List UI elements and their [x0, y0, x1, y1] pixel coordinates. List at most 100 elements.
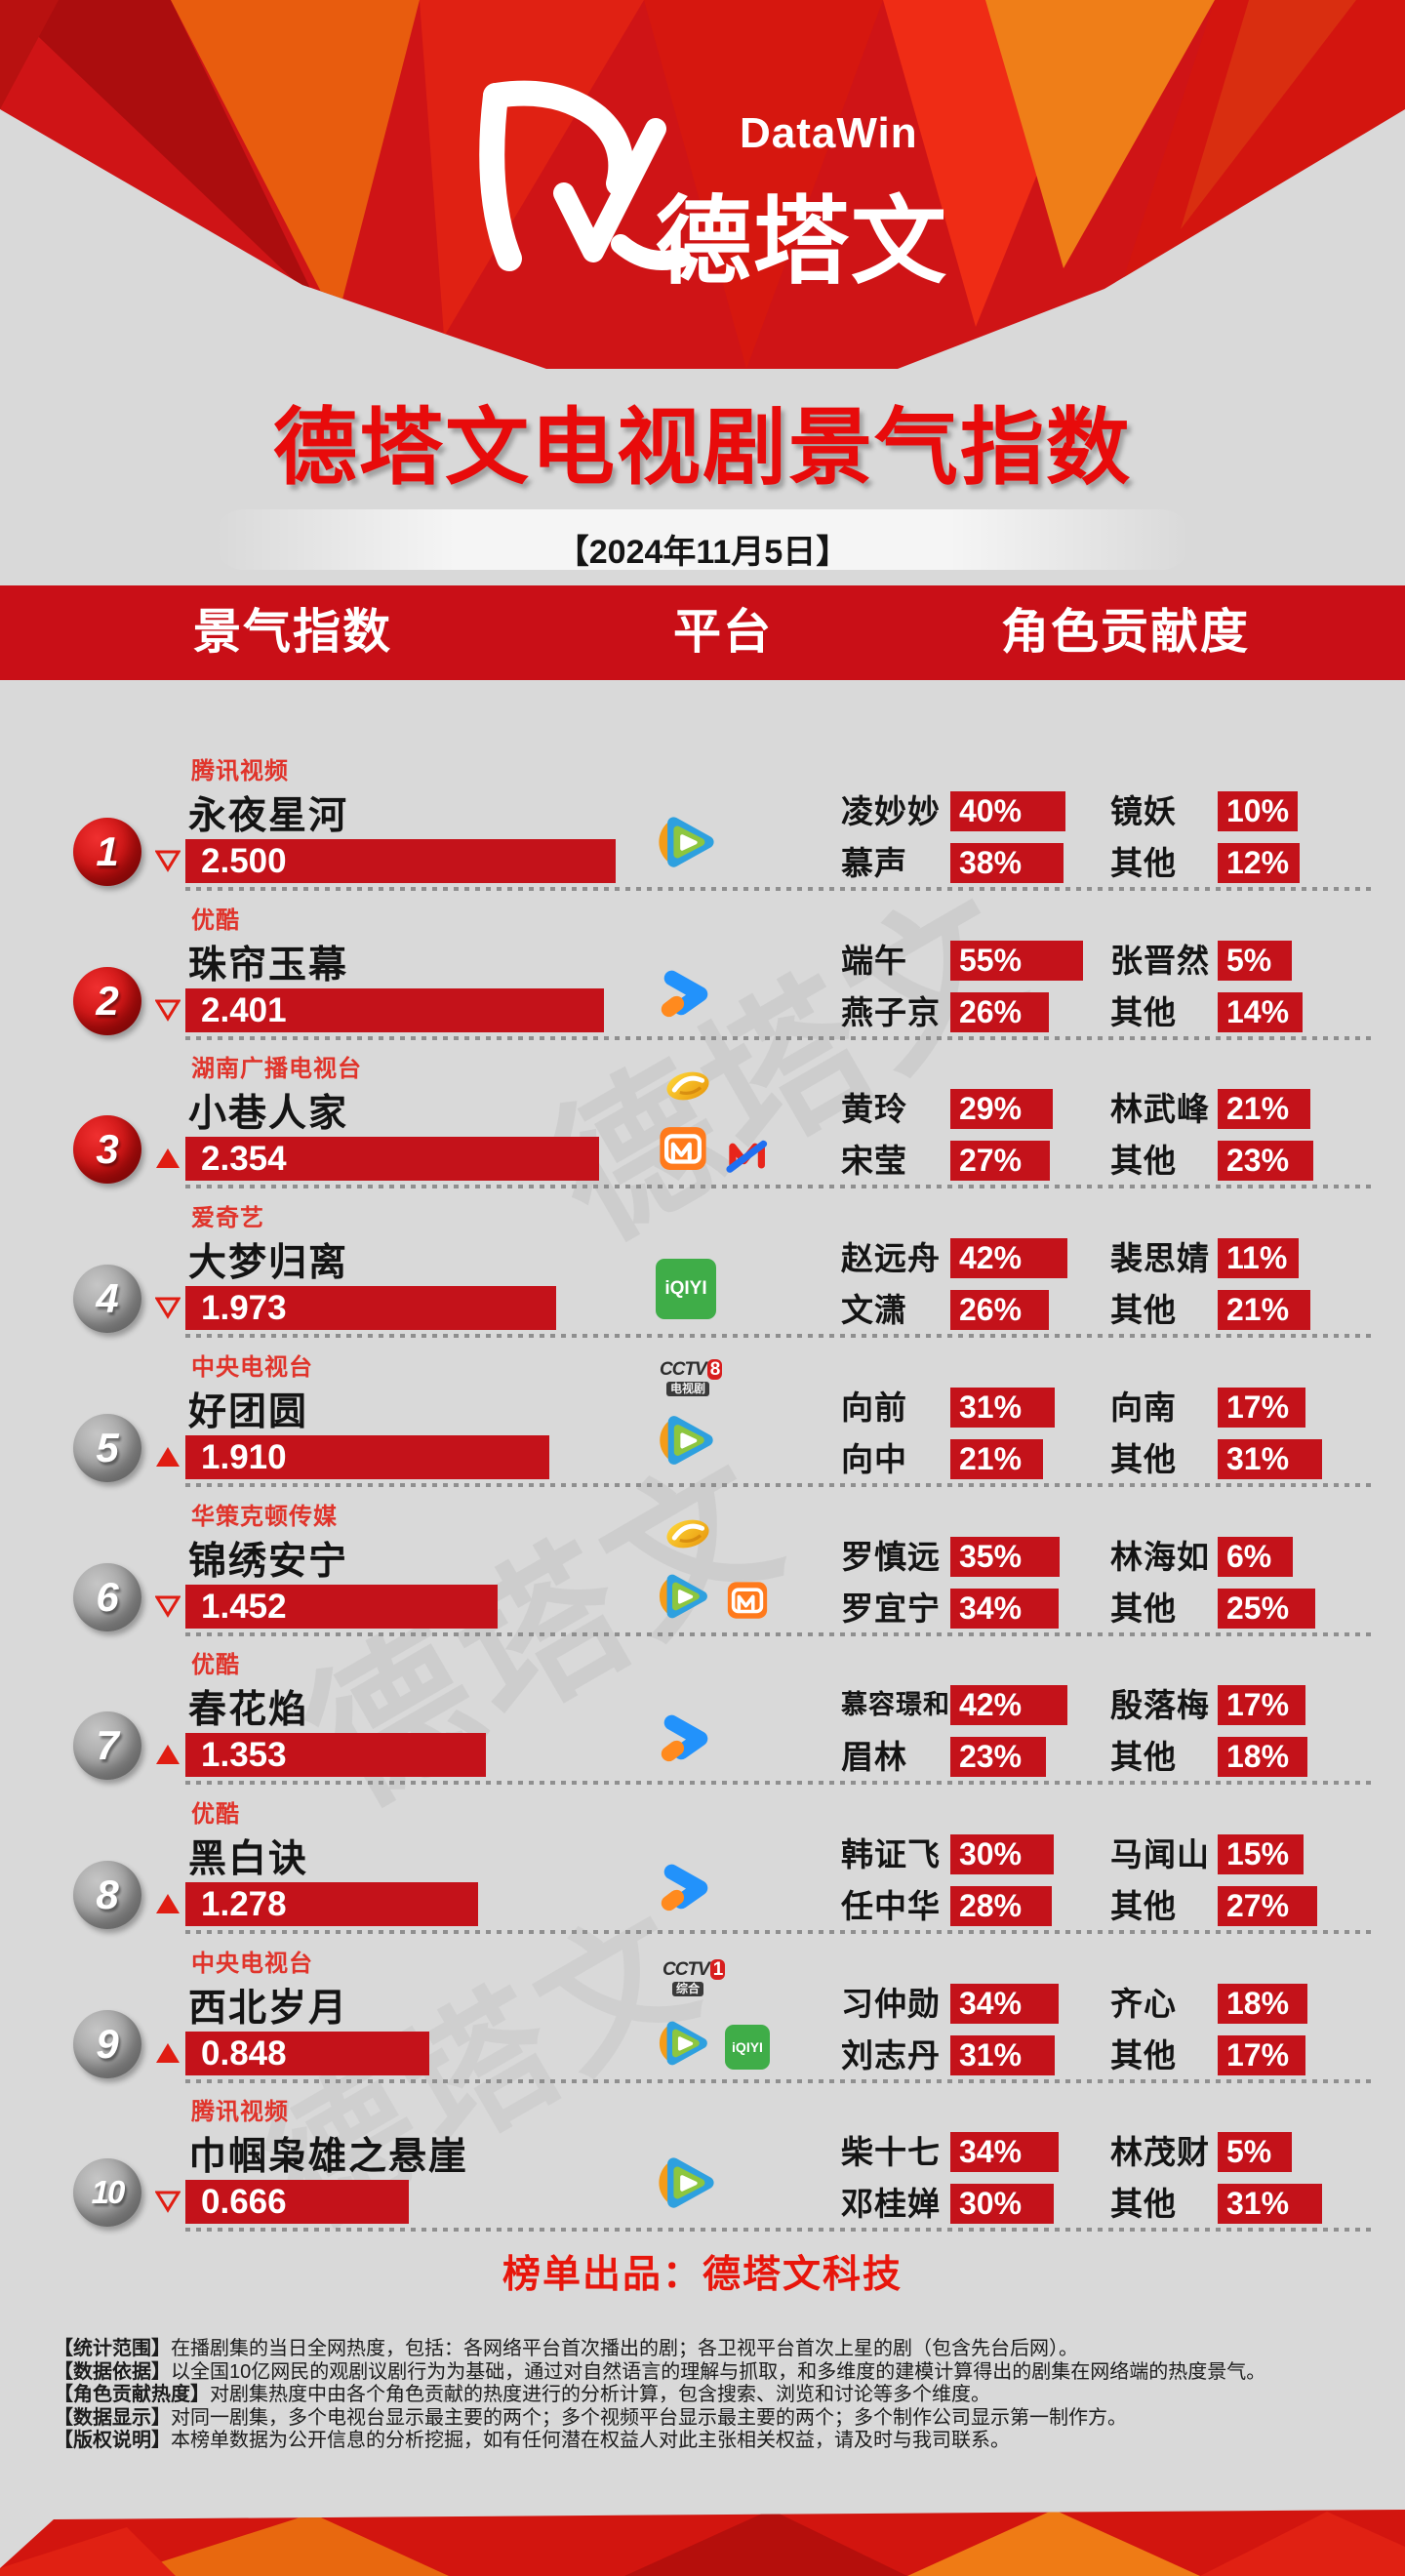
index-bar: 2.401 — [185, 988, 604, 1032]
role-name: 罗慎远 — [841, 1539, 941, 1575]
role-percent: 5% — [1226, 943, 1272, 978]
channel-label: 华策克顿传媒 — [191, 1504, 338, 1530]
role-contribution-bar: 42% — [950, 1238, 1067, 1278]
role-name: 燕子京 — [841, 994, 941, 1030]
role-percent: 21% — [1226, 1292, 1290, 1327]
ranking-row: 1 腾讯视频 永夜星河 2.500 凌妙妙 40% 镜妖 10% 慕声 38% 其他 12% — [0, 742, 1405, 891]
role-name: 齐心 — [1110, 1986, 1177, 2022]
index-value: 1.452 — [201, 1588, 287, 1626]
mgtv-icon — [657, 1122, 709, 1175]
channel-label: 湖南广播电视台 — [191, 1056, 362, 1082]
bottom-banner-graphic — [0, 2510, 1405, 2576]
role-name: 向中 — [841, 1441, 907, 1477]
rank-badge: 4 — [73, 1265, 141, 1333]
role-contribution-bar: 21% — [1218, 1290, 1310, 1330]
rank-badge: 7 — [73, 1711, 141, 1780]
drama-title: 黑白诀 — [188, 1838, 309, 1880]
row-separator — [185, 1036, 1372, 1040]
mgtv-icon — [725, 1578, 770, 1623]
channel-label: 爱奇艺 — [191, 1205, 264, 1231]
role-contribution-bar: 14% — [1218, 992, 1303, 1032]
trend-up-icon — [155, 1147, 181, 1170]
index-value: 2.354 — [201, 1140, 287, 1178]
role-percent: 12% — [1226, 845, 1290, 880]
tencent-video-icon — [657, 1411, 715, 1469]
channel-label: 优酷 — [191, 1801, 240, 1828]
role-percent: 30% — [959, 1836, 1023, 1872]
footnote-line: 【版权说明】本榜单数据为公开信息的分析挖掘，如有任何潜在权益人对此主张相关权益，… — [54, 2424, 1390, 2452]
brand-name-en: DataWin — [740, 109, 918, 157]
index-bar: 1.353 — [185, 1733, 486, 1777]
ranking-row: 9 中央电视台 西北岁月 0.848 CCTV 1 综合 iQIYI 习仲勋 34% 齐心 18% 刘… — [0, 1934, 1405, 2083]
role-percent: 23% — [1226, 1143, 1290, 1178]
role-contribution-bar: 31% — [950, 1388, 1055, 1428]
role-contribution-bar: 23% — [1218, 1141, 1313, 1181]
role-name: 向前 — [841, 1389, 907, 1426]
role-percent: 31% — [1226, 1441, 1290, 1476]
ranking-row: 5 中央电视台 好团圆 1.910 CCTV 8 电视剧 向前 31% 向南 17% 向中 21% 其他… — [0, 1338, 1405, 1487]
ranking-row: 7 优酷 春花焰 1.353 慕容璟和 42% 殷落梅 17% 眉林 23% 其他 18% — [0, 1635, 1405, 1785]
date-highlight-strip — [215, 509, 1190, 570]
role-contribution-bar: 6% — [1218, 1537, 1293, 1577]
role-percent: 18% — [1226, 1739, 1290, 1774]
role-percent: 21% — [959, 1441, 1023, 1476]
datawin-logo-icon — [479, 80, 691, 271]
role-contribution-bar: 26% — [950, 992, 1049, 1032]
role-percent: 34% — [959, 1590, 1023, 1626]
role-percent: 10% — [1226, 793, 1290, 828]
index-value: 1.353 — [201, 1736, 287, 1774]
role-contribution-bar: 5% — [1218, 941, 1292, 981]
role-percent: 21% — [1226, 1091, 1290, 1126]
trend-up-icon — [155, 1445, 181, 1469]
row-separator — [185, 1483, 1372, 1487]
index-bar: 1.910 — [185, 1435, 549, 1479]
list-producer-note: 榜单出品：德塔文科技 — [502, 2254, 903, 2296]
tencent-video-icon — [656, 812, 716, 872]
footnote-label: 【统计范围】 — [54, 2338, 171, 2359]
role-name: 其他 — [1110, 1143, 1177, 1179]
tencent-video-icon — [657, 2017, 709, 2070]
role-contribution-bar: 10% — [1218, 791, 1298, 831]
role-contribution-bar: 28% — [950, 1886, 1052, 1926]
role-percent: 25% — [1226, 1590, 1290, 1626]
role-contribution-bar: 27% — [950, 1141, 1050, 1181]
role-percent: 31% — [959, 2037, 1023, 2073]
role-percent: 6% — [1226, 1539, 1272, 1574]
cctv8-logo: CCTV 8 电视剧 — [660, 1359, 723, 1397]
role-contribution-bar: 11% — [1218, 1238, 1299, 1278]
row-separator — [185, 1632, 1372, 1636]
rank-badge: 3 — [73, 1115, 141, 1184]
index-bar: 1.452 — [185, 1585, 498, 1629]
cctv1-logo: CCTV 1 综合 — [662, 1959, 726, 1997]
role-contribution-bar: 31% — [950, 2035, 1055, 2075]
role-name: 罗宜宁 — [841, 1590, 941, 1627]
footnote-line: 【角色贡献热度】对剧集热度中由各个角色贡献的热度进行的分析计算，包含搜索、浏览和… — [54, 2378, 1390, 2406]
role-contribution-bar: 17% — [1218, 1388, 1305, 1428]
rank-badge: 8 — [73, 1861, 141, 1929]
index-value: 1.910 — [201, 1438, 287, 1476]
role-name: 其他 — [1110, 1292, 1177, 1328]
drama-title: 春花焰 — [188, 1689, 309, 1731]
role-name: 刘志丹 — [841, 2037, 941, 2073]
channel-label: 腾讯视频 — [191, 758, 289, 785]
ranking-row: 8 优酷 黑白诀 1.278 韩证飞 30% 马闻山 15% 任中华 28% 其他 27% — [0, 1785, 1405, 1934]
index-bar: 1.973 — [185, 1286, 556, 1330]
index-value: 2.500 — [201, 842, 287, 880]
index-bar: 0.666 — [185, 2180, 409, 2224]
drama-title: 大梦归离 — [188, 1242, 349, 1284]
iqiyi-logo: iQIYI — [656, 1259, 716, 1319]
role-contribution-bar: 12% — [1218, 843, 1300, 883]
role-percent: 26% — [959, 994, 1023, 1029]
role-name: 林武峰 — [1110, 1091, 1210, 1127]
role-percent: 23% — [959, 1739, 1023, 1774]
row-separator — [185, 1930, 1372, 1934]
role-contribution-bar: 26% — [950, 1290, 1049, 1330]
cctv1-icon: CCTV 1 综合 — [662, 1959, 726, 2001]
trend-down-icon — [154, 2190, 181, 2213]
role-percent: 18% — [1226, 1986, 1290, 2021]
index-bar: 2.354 — [185, 1137, 599, 1181]
role-percent: 34% — [959, 1986, 1023, 2021]
tencent-video-icon — [656, 2153, 716, 2213]
channel-label: 中央电视台 — [191, 1951, 313, 1977]
role-contribution-bar: 30% — [950, 1834, 1054, 1874]
